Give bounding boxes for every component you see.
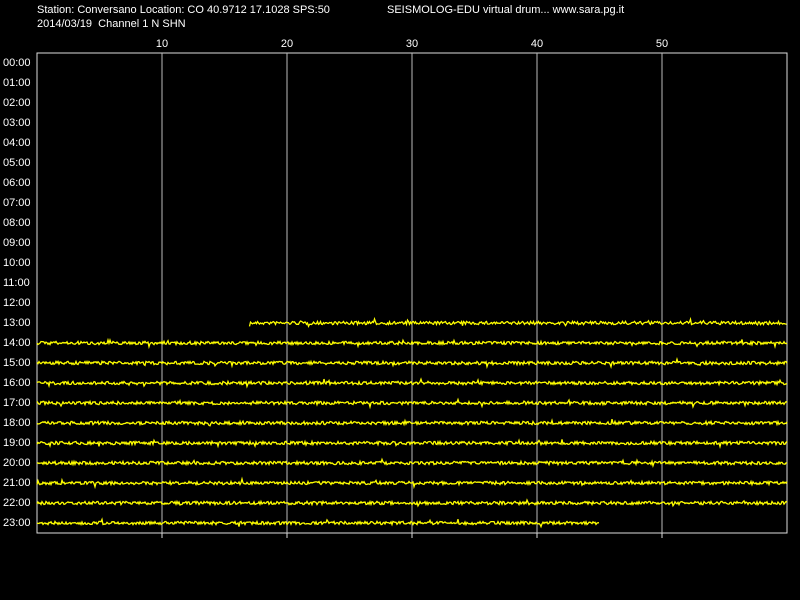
hour-label: 20:00 (3, 457, 31, 469)
hour-label: 04:00 (3, 137, 31, 149)
hour-label: 14:00 (3, 337, 31, 349)
hour-label: 12:00 (3, 297, 31, 309)
hour-label: 06:00 (3, 177, 31, 189)
seismic-trace (36, 438, 788, 450)
seismic-trace (36, 397, 788, 410)
seismic-trace (36, 517, 600, 529)
hour-label: 13:00 (3, 317, 31, 329)
hour-label: 10:00 (3, 257, 31, 269)
hour-label: 09:00 (3, 237, 31, 249)
seismic-trace (36, 498, 788, 508)
seismic-trace (248, 316, 787, 329)
hour-label: 00:00 (3, 57, 31, 69)
station-info: Station: Conversano Location: CO 40.9712… (37, 4, 330, 16)
hour-label: 19:00 (3, 437, 31, 449)
hour-label: 22:00 (3, 497, 31, 509)
hour-label: 03:00 (3, 117, 31, 129)
hour-label: 17:00 (3, 397, 31, 409)
hour-label: 05:00 (3, 157, 31, 169)
hour-label: 01:00 (3, 77, 31, 89)
x-tick-label: 40 (531, 38, 543, 50)
seismic-trace (36, 356, 788, 370)
x-tick-label: 10 (156, 38, 168, 50)
app-title: SEISMOLOG-EDU virtual drum... www.sara.p… (387, 4, 624, 16)
x-tick-label: 50 (656, 38, 668, 50)
seismic-trace (36, 457, 787, 469)
hour-label: 21:00 (3, 477, 31, 489)
seismic-trace (36, 418, 788, 427)
hour-label: 11:00 (3, 277, 30, 289)
x-tick-label: 20 (281, 38, 293, 50)
hour-label: 02:00 (3, 97, 31, 109)
hour-label: 18:00 (3, 417, 31, 429)
hour-label: 07:00 (3, 197, 31, 209)
hour-label: 23:00 (3, 517, 31, 529)
seismic-trace (36, 377, 788, 389)
hour-label: 08:00 (3, 217, 31, 229)
x-tick-label: 30 (406, 38, 418, 50)
hour-label: 16:00 (3, 377, 31, 389)
date-channel: 2014/03/19 Channel 1 N SHN (37, 18, 186, 30)
seismic-trace (36, 476, 788, 490)
seismic-trace (36, 337, 788, 350)
hour-label: 15:00 (3, 357, 31, 369)
